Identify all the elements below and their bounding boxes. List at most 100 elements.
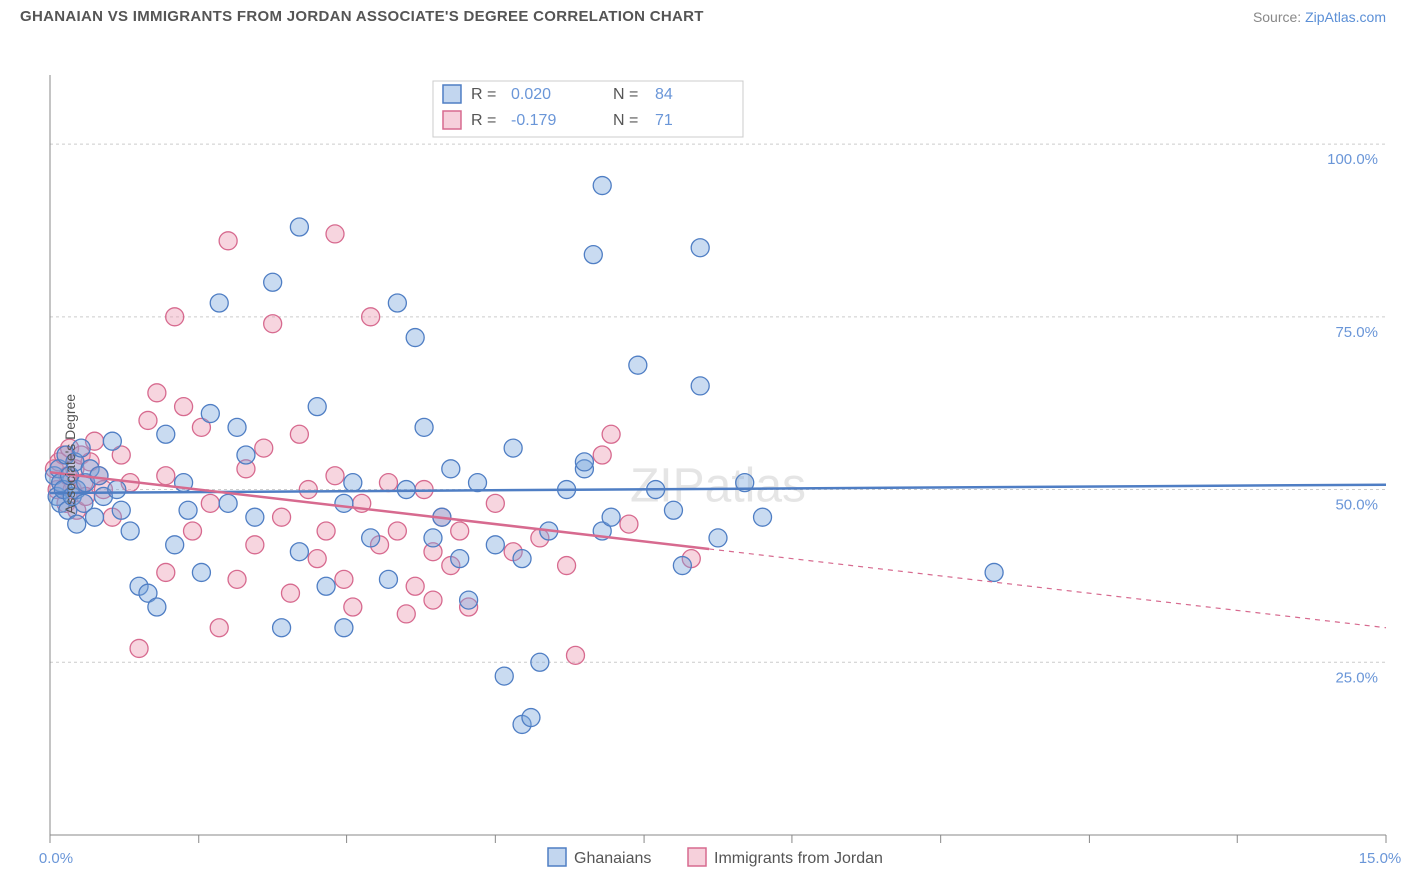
point-ghanaians [201, 405, 219, 423]
point-jordan [602, 425, 620, 443]
point-ghanaians [148, 598, 166, 616]
point-ghanaians [664, 501, 682, 519]
point-ghanaians [575, 453, 593, 471]
point-jordan [326, 225, 344, 243]
scatter-chart-svg: 25.0%50.0%75.0%100.0%0.0%15.0%ZIPatlasR … [0, 29, 1406, 879]
point-jordan [362, 308, 380, 326]
point-jordan [246, 536, 264, 554]
point-ghanaians [157, 425, 175, 443]
point-jordan [326, 467, 344, 485]
legend-N-label: N = [613, 112, 638, 129]
point-ghanaians [504, 439, 522, 457]
point-ghanaians [290, 218, 308, 236]
point-jordan [201, 494, 219, 512]
y-tick-label: 25.0% [1335, 669, 1378, 686]
point-ghanaians [237, 446, 255, 464]
point-ghanaians [179, 501, 197, 519]
point-ghanaians [602, 508, 620, 526]
point-ghanaians [486, 536, 504, 554]
point-ghanaians [228, 418, 246, 436]
y-tick-label: 100.0% [1327, 151, 1378, 168]
point-ghanaians [308, 398, 326, 416]
point-ghanaians [531, 653, 549, 671]
chart-title: GHANAIAN VS IMMIGRANTS FROM JORDAN ASSOC… [20, 8, 704, 25]
point-jordan [308, 550, 326, 568]
point-jordan [184, 522, 202, 540]
point-ghanaians [388, 294, 406, 312]
legend-N-value: 84 [655, 86, 673, 103]
point-jordan [130, 639, 148, 657]
legend-swatch-jordan [443, 111, 461, 129]
point-ghanaians [593, 177, 611, 195]
point-jordan [317, 522, 335, 540]
y-tick-label: 50.0% [1335, 497, 1378, 514]
source-prefix: Source: [1253, 9, 1305, 25]
point-jordan [264, 315, 282, 333]
source-link[interactable]: ZipAtlas.com [1305, 9, 1386, 25]
point-jordan [388, 522, 406, 540]
point-jordan [139, 411, 157, 429]
point-ghanaians [335, 494, 353, 512]
point-ghanaians [317, 577, 335, 595]
point-ghanaians [210, 294, 228, 312]
legend-R-value: 0.020 [511, 86, 551, 103]
point-jordan [166, 308, 184, 326]
point-jordan [424, 591, 442, 609]
point-ghanaians [273, 619, 291, 637]
legend-R-value: -0.179 [511, 112, 556, 129]
bottom-label-ghanaians: Ghanaians [574, 850, 651, 867]
point-ghanaians [219, 494, 237, 512]
point-jordan [486, 494, 504, 512]
point-ghanaians [362, 529, 380, 547]
point-ghanaians [709, 529, 727, 547]
point-ghanaians [335, 619, 353, 637]
point-ghanaians [108, 481, 126, 499]
point-jordan [620, 515, 638, 533]
point-jordan [451, 522, 469, 540]
point-ghanaians [112, 501, 130, 519]
legend-swatch-ghanaians [443, 85, 461, 103]
legend-R-label: R = [471, 86, 496, 103]
point-jordan [397, 605, 415, 623]
point-jordan [558, 557, 576, 575]
point-jordan [157, 467, 175, 485]
point-jordan [255, 439, 273, 457]
point-jordan [148, 384, 166, 402]
point-jordan [290, 425, 308, 443]
point-jordan [379, 474, 397, 492]
source-attribution: Source: ZipAtlas.com [1253, 9, 1386, 25]
point-ghanaians [192, 563, 210, 581]
point-ghanaians [264, 273, 282, 291]
point-ghanaians [460, 591, 478, 609]
point-ghanaians [451, 550, 469, 568]
bottom-swatch-ghanaians [548, 848, 566, 866]
point-jordan [210, 619, 228, 637]
point-ghanaians [166, 536, 184, 554]
point-ghanaians [103, 432, 121, 450]
point-ghanaians [513, 550, 531, 568]
legend-N-value: 71 [655, 112, 673, 129]
point-jordan [175, 398, 193, 416]
legend-N-label: N = [613, 86, 638, 103]
point-ghanaians [406, 329, 424, 347]
point-ghanaians [691, 239, 709, 257]
bottom-swatch-jordan [688, 848, 706, 866]
point-ghanaians [691, 377, 709, 395]
point-ghanaians [290, 543, 308, 561]
point-jordan [406, 577, 424, 595]
x-tick-label: 0.0% [39, 850, 73, 867]
point-jordan [344, 598, 362, 616]
point-ghanaians [522, 709, 540, 727]
point-ghanaians [424, 529, 442, 547]
point-ghanaians [246, 508, 264, 526]
trendline-jordan-ext [709, 549, 1386, 628]
point-ghanaians [415, 418, 433, 436]
point-ghanaians [985, 563, 1003, 581]
point-jordan [593, 446, 611, 464]
point-jordan [335, 570, 353, 588]
point-ghanaians [673, 557, 691, 575]
point-jordan [281, 584, 299, 602]
legend-R-label: R = [471, 112, 496, 129]
point-jordan [157, 563, 175, 581]
point-jordan [299, 481, 317, 499]
